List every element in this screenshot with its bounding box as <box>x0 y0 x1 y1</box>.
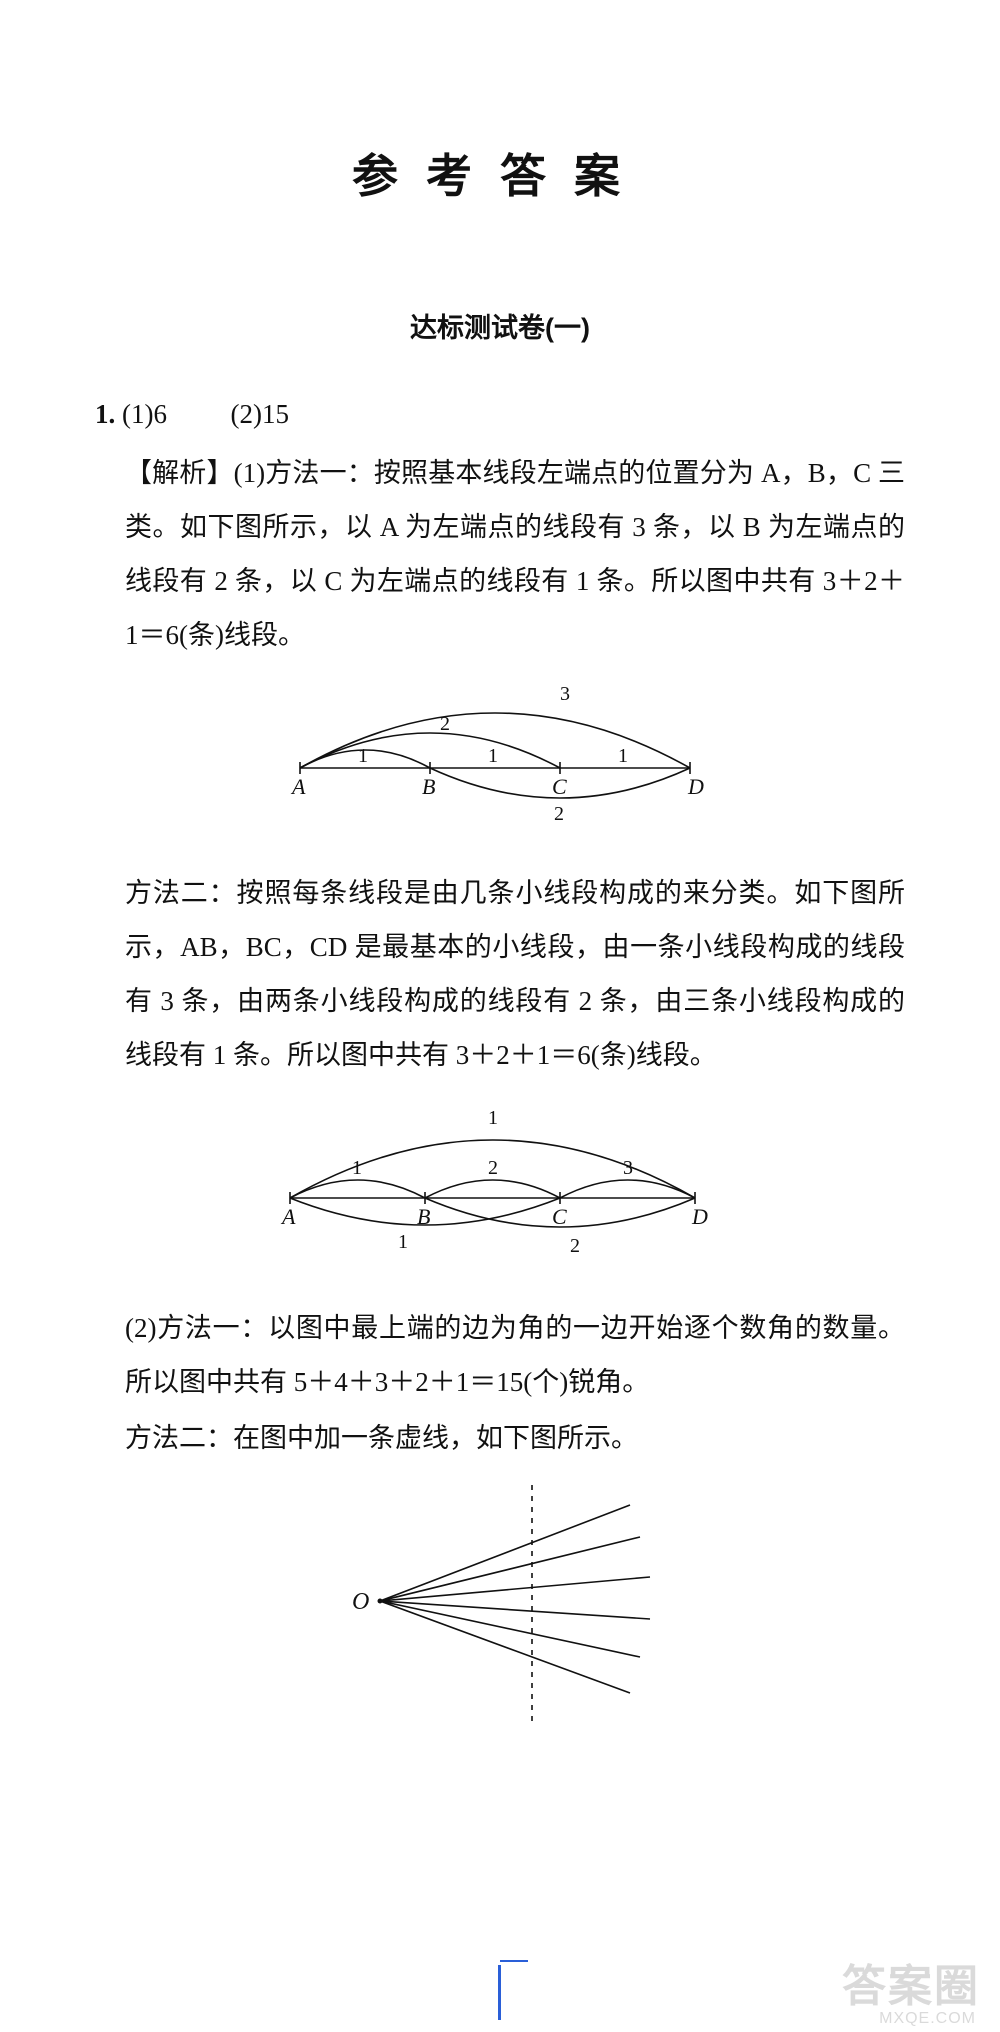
fig1-label-d: D <box>687 774 704 799</box>
q1-answer-line: 1. (1)6 (2)15 <box>95 389 905 440</box>
fig2-label-b: B <box>417 1204 430 1229</box>
fig2-t3: 3 <box>623 1157 633 1179</box>
analysis-label: 【解析】 <box>125 458 234 488</box>
fig3-label-o: O <box>352 1589 369 1615</box>
analysis-p3: (2)方法一：以图中最上端的边为角的一边开始逐个数角的数量。所以图中共有 5＋4… <box>95 1301 905 1409</box>
figure-3: O <box>95 1471 905 1741</box>
fig2-label-d: D <box>691 1204 708 1229</box>
analysis-block: 【解析】(1)方法一：按照基本线段左端点的位置分为 A，B，C 三类。如下图所示… <box>95 446 905 662</box>
fig2-big: 1 <box>488 1107 498 1129</box>
fig1-tag-b2: 2 <box>554 803 564 825</box>
analysis-p1: (1)方法一：按照基本线段左端点的位置分为 A，B，C 三类。如下图所示，以 A… <box>125 458 905 650</box>
q1-part1-answer: 6 <box>153 399 167 429</box>
scan-mark-vertical <box>498 1965 501 2020</box>
q1-part1-label: (1) <box>122 399 153 429</box>
fig1-label-b: B <box>422 774 435 799</box>
page: 参考答案 达标测试卷(一) 1. (1)6 (2)15 【解析】(1)方法一：按… <box>0 0 1000 2032</box>
scan-mark-horizontal <box>500 1960 528 1962</box>
sub-title: 达标测试卷(一) <box>95 306 905 345</box>
analysis-p4: 方法二：在图中加一条虚线，如下图所示。 <box>95 1411 905 1465</box>
fig2-label-a: A <box>280 1204 296 1229</box>
fig1-label-a: A <box>290 774 306 799</box>
fig1-tag-m2: 1 <box>618 745 628 767</box>
fig2-label-c: C <box>552 1204 567 1229</box>
fig1-label-c: C <box>552 774 567 799</box>
main-title: 参考答案 <box>95 140 905 206</box>
fig1-tag-t3: 3 <box>560 683 570 705</box>
q1-number: 1. <box>95 399 115 429</box>
q1-part2-label: (2) <box>230 399 261 429</box>
fig1-tag-m1: 1 <box>488 745 498 767</box>
fig1-tag-t1: 1 <box>358 745 368 767</box>
figure-1: A B C D 1 2 3 1 1 2 <box>95 668 905 858</box>
fig2-b1: 1 <box>398 1231 408 1253</box>
q1-part2-answer: 15 <box>262 399 289 429</box>
fig2-t2: 2 <box>488 1157 498 1179</box>
fig2-t1: 1 <box>352 1157 362 1179</box>
fig1-tag-t2: 2 <box>440 713 450 735</box>
analysis-p2: 方法二：按照每条线段是由几条小线段构成的来分类。如下图所示，AB，BC，CD 是… <box>95 866 905 1082</box>
fig2-b2: 2 <box>570 1235 580 1257</box>
watermark-text: 答案圈 <box>842 1950 980 2014</box>
watermark-url: MXQE.COM <box>879 2010 976 2028</box>
figure-2: A B C D 1 2 3 1 1 2 <box>95 1088 905 1293</box>
